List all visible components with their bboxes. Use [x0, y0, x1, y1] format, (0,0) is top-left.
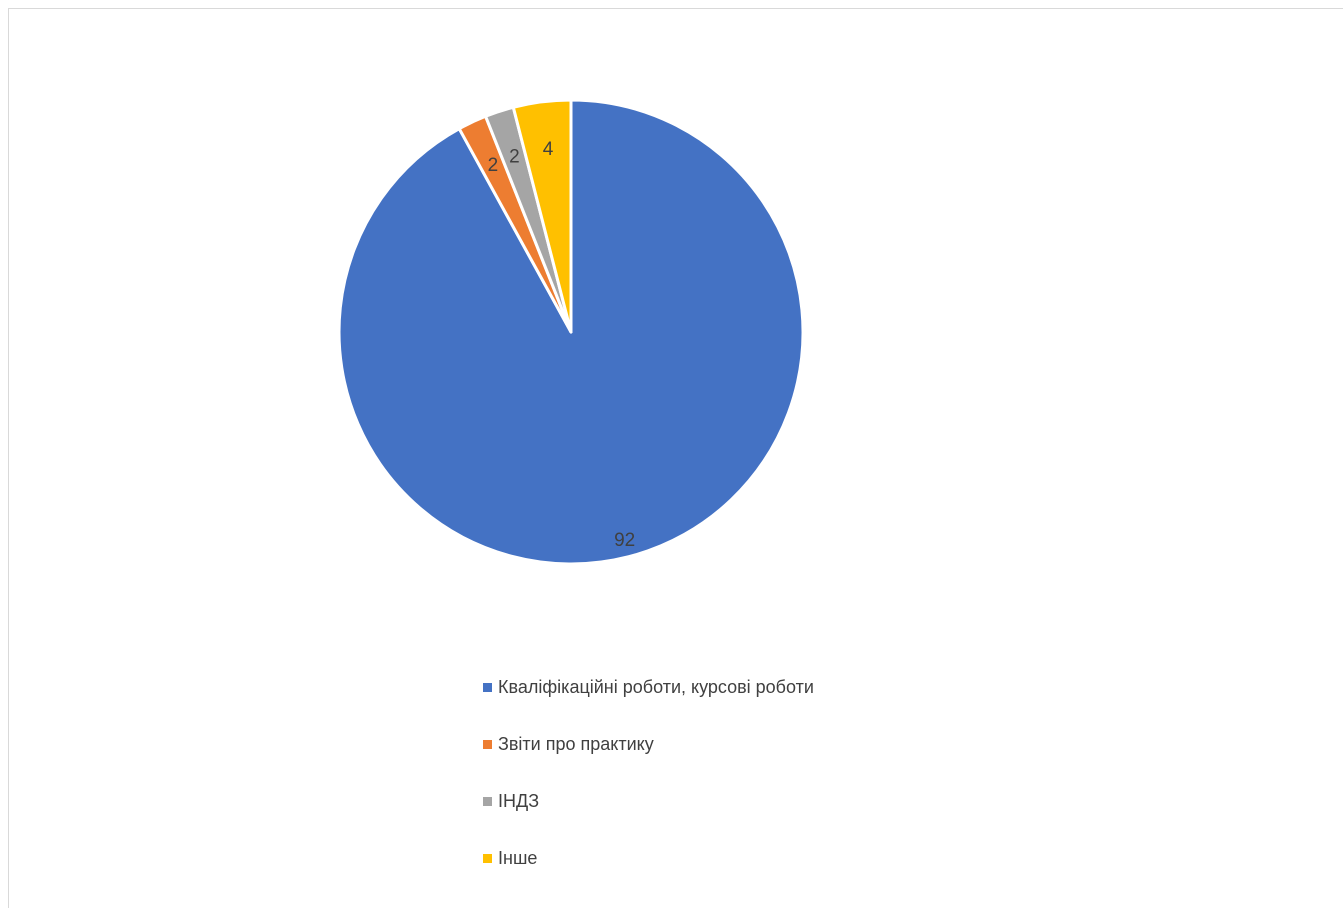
legend-item-qualification-works: Кваліфікаційні роботи, курсові роботи: [483, 673, 814, 701]
legend-item-practice-reports: Звіти про практику: [483, 730, 814, 758]
legend: Кваліфікаційні роботи, курсові роботи Зв…: [483, 673, 814, 901]
data-label-qualification-works: 92: [614, 530, 635, 551]
pie-chart: 92 2 2 4: [337, 98, 805, 566]
data-label-practice-reports: 2: [488, 155, 499, 176]
legend-label-practice-reports: Звіти про практику: [498, 733, 654, 754]
pie-slice-other: [511, 98, 573, 334]
legend-label-other: Інше: [498, 847, 538, 868]
legend-label-indz: ІНДЗ: [498, 790, 540, 811]
legend-swatch-practice-reports: [483, 739, 492, 749]
legend-item-indz: ІНДЗ: [483, 787, 814, 815]
chart-area: 92 2 2 4 Кваліфікаційні роботи, курсові роб…: [8, 8, 1343, 908]
legend-swatch-indz: [483, 796, 492, 806]
legend-swatch-qualification-works: [483, 682, 492, 692]
legend-swatch-other: [483, 853, 492, 863]
data-label-other: 4: [543, 139, 554, 160]
legend-item-other: Інше: [483, 844, 814, 872]
data-label-indz: 2: [509, 147, 520, 168]
legend-label-qualification-works: Кваліфікаційні роботи, курсові роботи: [498, 676, 814, 697]
